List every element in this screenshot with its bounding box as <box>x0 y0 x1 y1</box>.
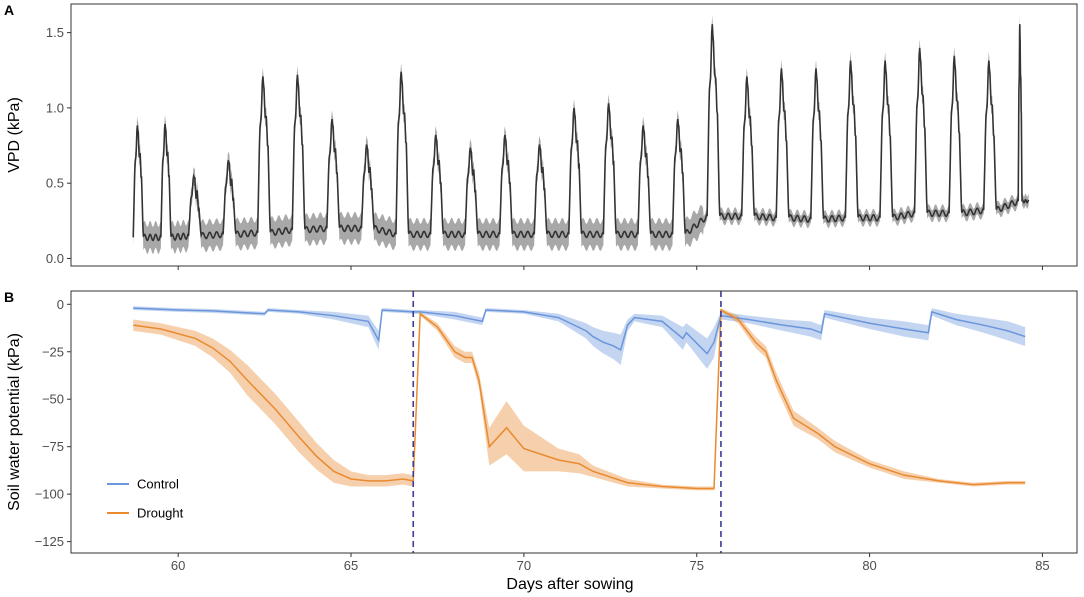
panel-b-reference-lines <box>412 291 722 553</box>
panel-b-lines <box>133 307 1026 490</box>
panel-b-x-tick-label: 70 <box>517 558 531 573</box>
panel-a-y-tick-label: 0.5 <box>46 176 64 191</box>
panel-a-y-tick-label: 0.0 <box>46 251 64 266</box>
panel-b-y-axis-title: Soil water potential (kPa) <box>6 333 23 511</box>
panel-a-lines <box>132 24 1030 242</box>
panel-b-ribbons <box>133 306 1026 491</box>
panel-b-x-tick-label: 75 <box>689 558 703 573</box>
ribbon-control <box>133 306 1026 369</box>
panel-b-frame <box>70 290 1078 554</box>
panel-b-label: B <box>4 289 14 305</box>
legend-drought-label: Drought <box>137 506 184 521</box>
line-control <box>133 307 1026 355</box>
panel-b-y-tick-label: −125 <box>35 534 64 549</box>
panel-b-axes: 60 65 70 75 80 85 0 −25 −50 −75 −100 −125 <box>35 297 1050 573</box>
panel-a-y-tick-label: 1.0 <box>46 100 64 115</box>
panel-b: B 60 65 70 75 80 85 0 −25 −50 −75 −100 −125 Soil wa… <box>4 289 1078 573</box>
panel-a: A 0.0 0.5 1.0 1.5 VPD (kPa) <box>4 2 1078 270</box>
panel-a-y-tick-label: 1.5 <box>46 25 64 40</box>
panel-b-y-tick-label: −25 <box>42 344 64 359</box>
panel-b-x-tick-label: 60 <box>171 558 185 573</box>
panel-b-y-tick-label: 0 <box>57 297 64 312</box>
panel-b-y-tick-label: −100 <box>35 487 64 502</box>
panel-a-axes: 0.0 0.5 1.0 1.5 <box>46 25 1043 270</box>
panel-a-y-axis-title: VPD (kPa) <box>6 97 23 173</box>
panel-a-frame <box>70 3 1078 267</box>
panel-b-x-tick-label: 65 <box>344 558 358 573</box>
legend: Control Drought <box>107 477 184 521</box>
panel-b-x-tick-label: 85 <box>1035 558 1049 573</box>
legend-control-label: Control <box>137 477 179 492</box>
vpd-line <box>132 24 1030 242</box>
panel-a-label: A <box>4 2 14 18</box>
x-axis-title: Days after sowing <box>506 576 633 593</box>
panel-b-y-tick-label: −50 <box>42 392 64 407</box>
panel-b-x-tick-label: 80 <box>862 558 876 573</box>
line-drought <box>133 308 1026 490</box>
panel-b-y-tick-label: −75 <box>42 439 64 454</box>
